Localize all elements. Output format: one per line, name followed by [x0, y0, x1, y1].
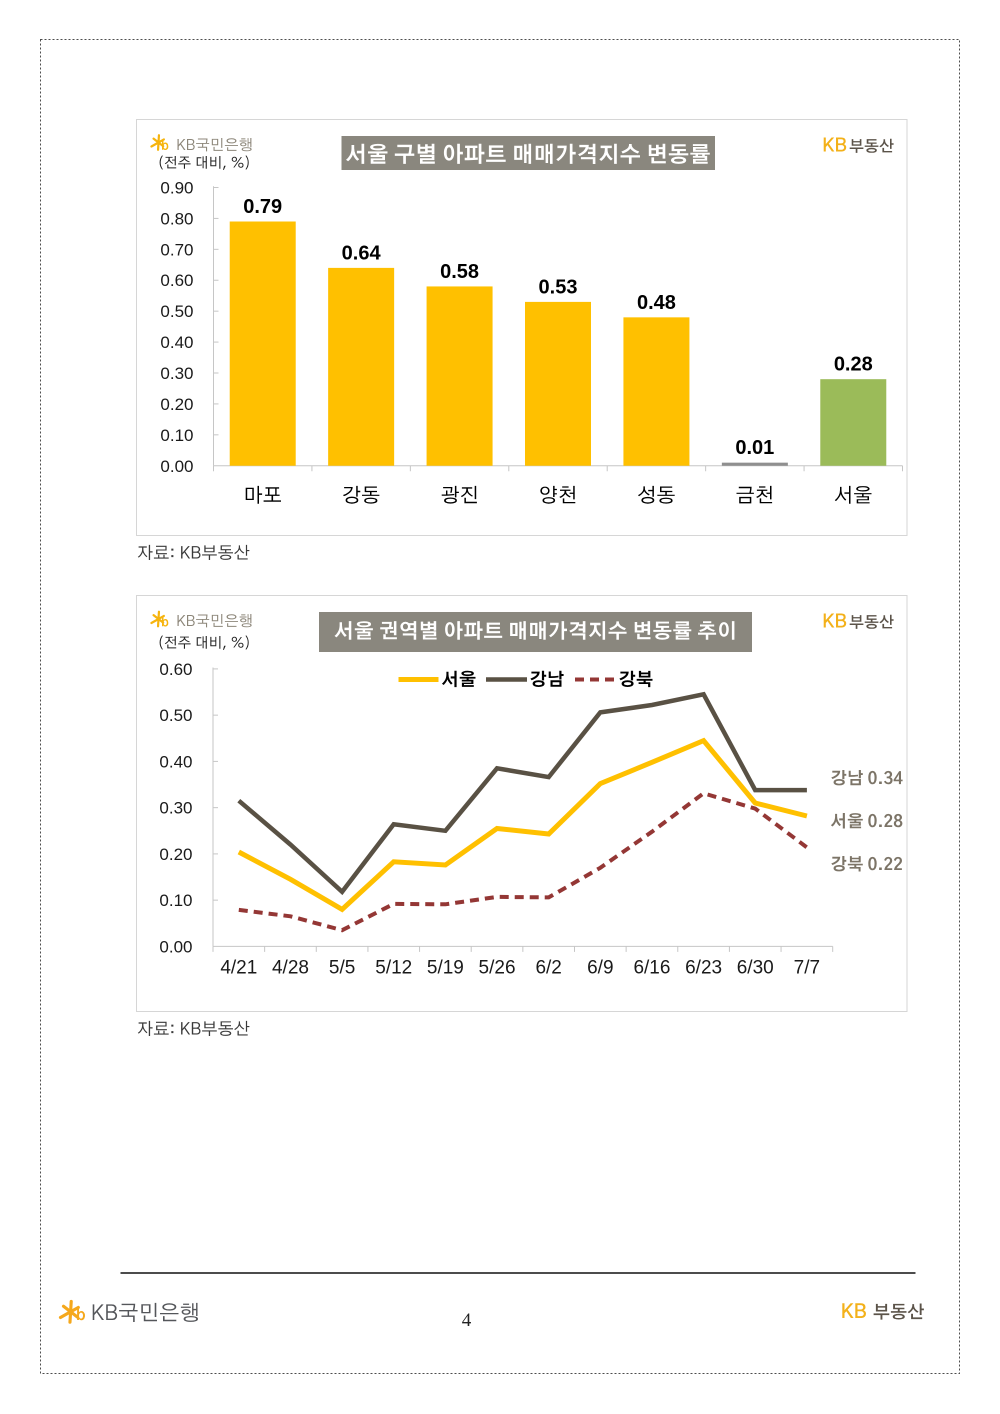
svg-text:6/16: 6/16: [633, 958, 670, 979]
svg-text:6/9: 6/9: [587, 958, 613, 979]
svg-text:6/2: 6/2: [535, 958, 561, 979]
svg-text:5/19: 5/19: [427, 958, 464, 979]
svg-text:0.40: 0.40: [159, 752, 192, 771]
svg-text:0.50: 0.50: [160, 302, 193, 321]
svg-text:0.58: 0.58: [440, 261, 479, 283]
svg-text:6/30: 6/30: [737, 958, 774, 979]
svg-text:0.00: 0.00: [159, 937, 192, 956]
svg-text:5/12: 5/12: [375, 958, 412, 979]
svg-text:0.53: 0.53: [539, 276, 578, 298]
svg-text:6/23: 6/23: [685, 958, 722, 979]
svg-text:0.10: 0.10: [159, 891, 192, 910]
svg-text:0.70: 0.70: [160, 240, 193, 259]
svg-text:0.01: 0.01: [735, 437, 774, 459]
svg-text:0.20: 0.20: [159, 845, 192, 864]
svg-text:0.30: 0.30: [159, 799, 192, 818]
svg-text:0.10: 0.10: [160, 426, 193, 445]
svg-text:0.60: 0.60: [159, 660, 192, 679]
svg-text:0.64: 0.64: [342, 242, 382, 264]
svg-text:0.28: 0.28: [834, 354, 873, 376]
svg-text:4/21: 4/21: [220, 958, 257, 979]
svg-text:0.50: 0.50: [159, 706, 192, 725]
svg-text:0.60: 0.60: [160, 271, 193, 290]
svg-text:0.20: 0.20: [160, 395, 193, 414]
svg-text:4/28: 4/28: [272, 958, 309, 979]
svg-text:0.40: 0.40: [160, 333, 193, 352]
svg-text:7/7: 7/7: [794, 958, 820, 979]
svg-text:0.90: 0.90: [160, 178, 193, 197]
svg-text:5/26: 5/26: [479, 958, 516, 979]
svg-text:5/5: 5/5: [329, 958, 355, 979]
svg-text:0.00: 0.00: [160, 457, 193, 476]
svg-text:0.30: 0.30: [160, 364, 193, 383]
svg-text:0.80: 0.80: [160, 209, 193, 228]
svg-text:4: 4: [462, 1310, 472, 1331]
svg-text:0.79: 0.79: [243, 196, 282, 218]
svg-text:0.48: 0.48: [637, 292, 676, 314]
